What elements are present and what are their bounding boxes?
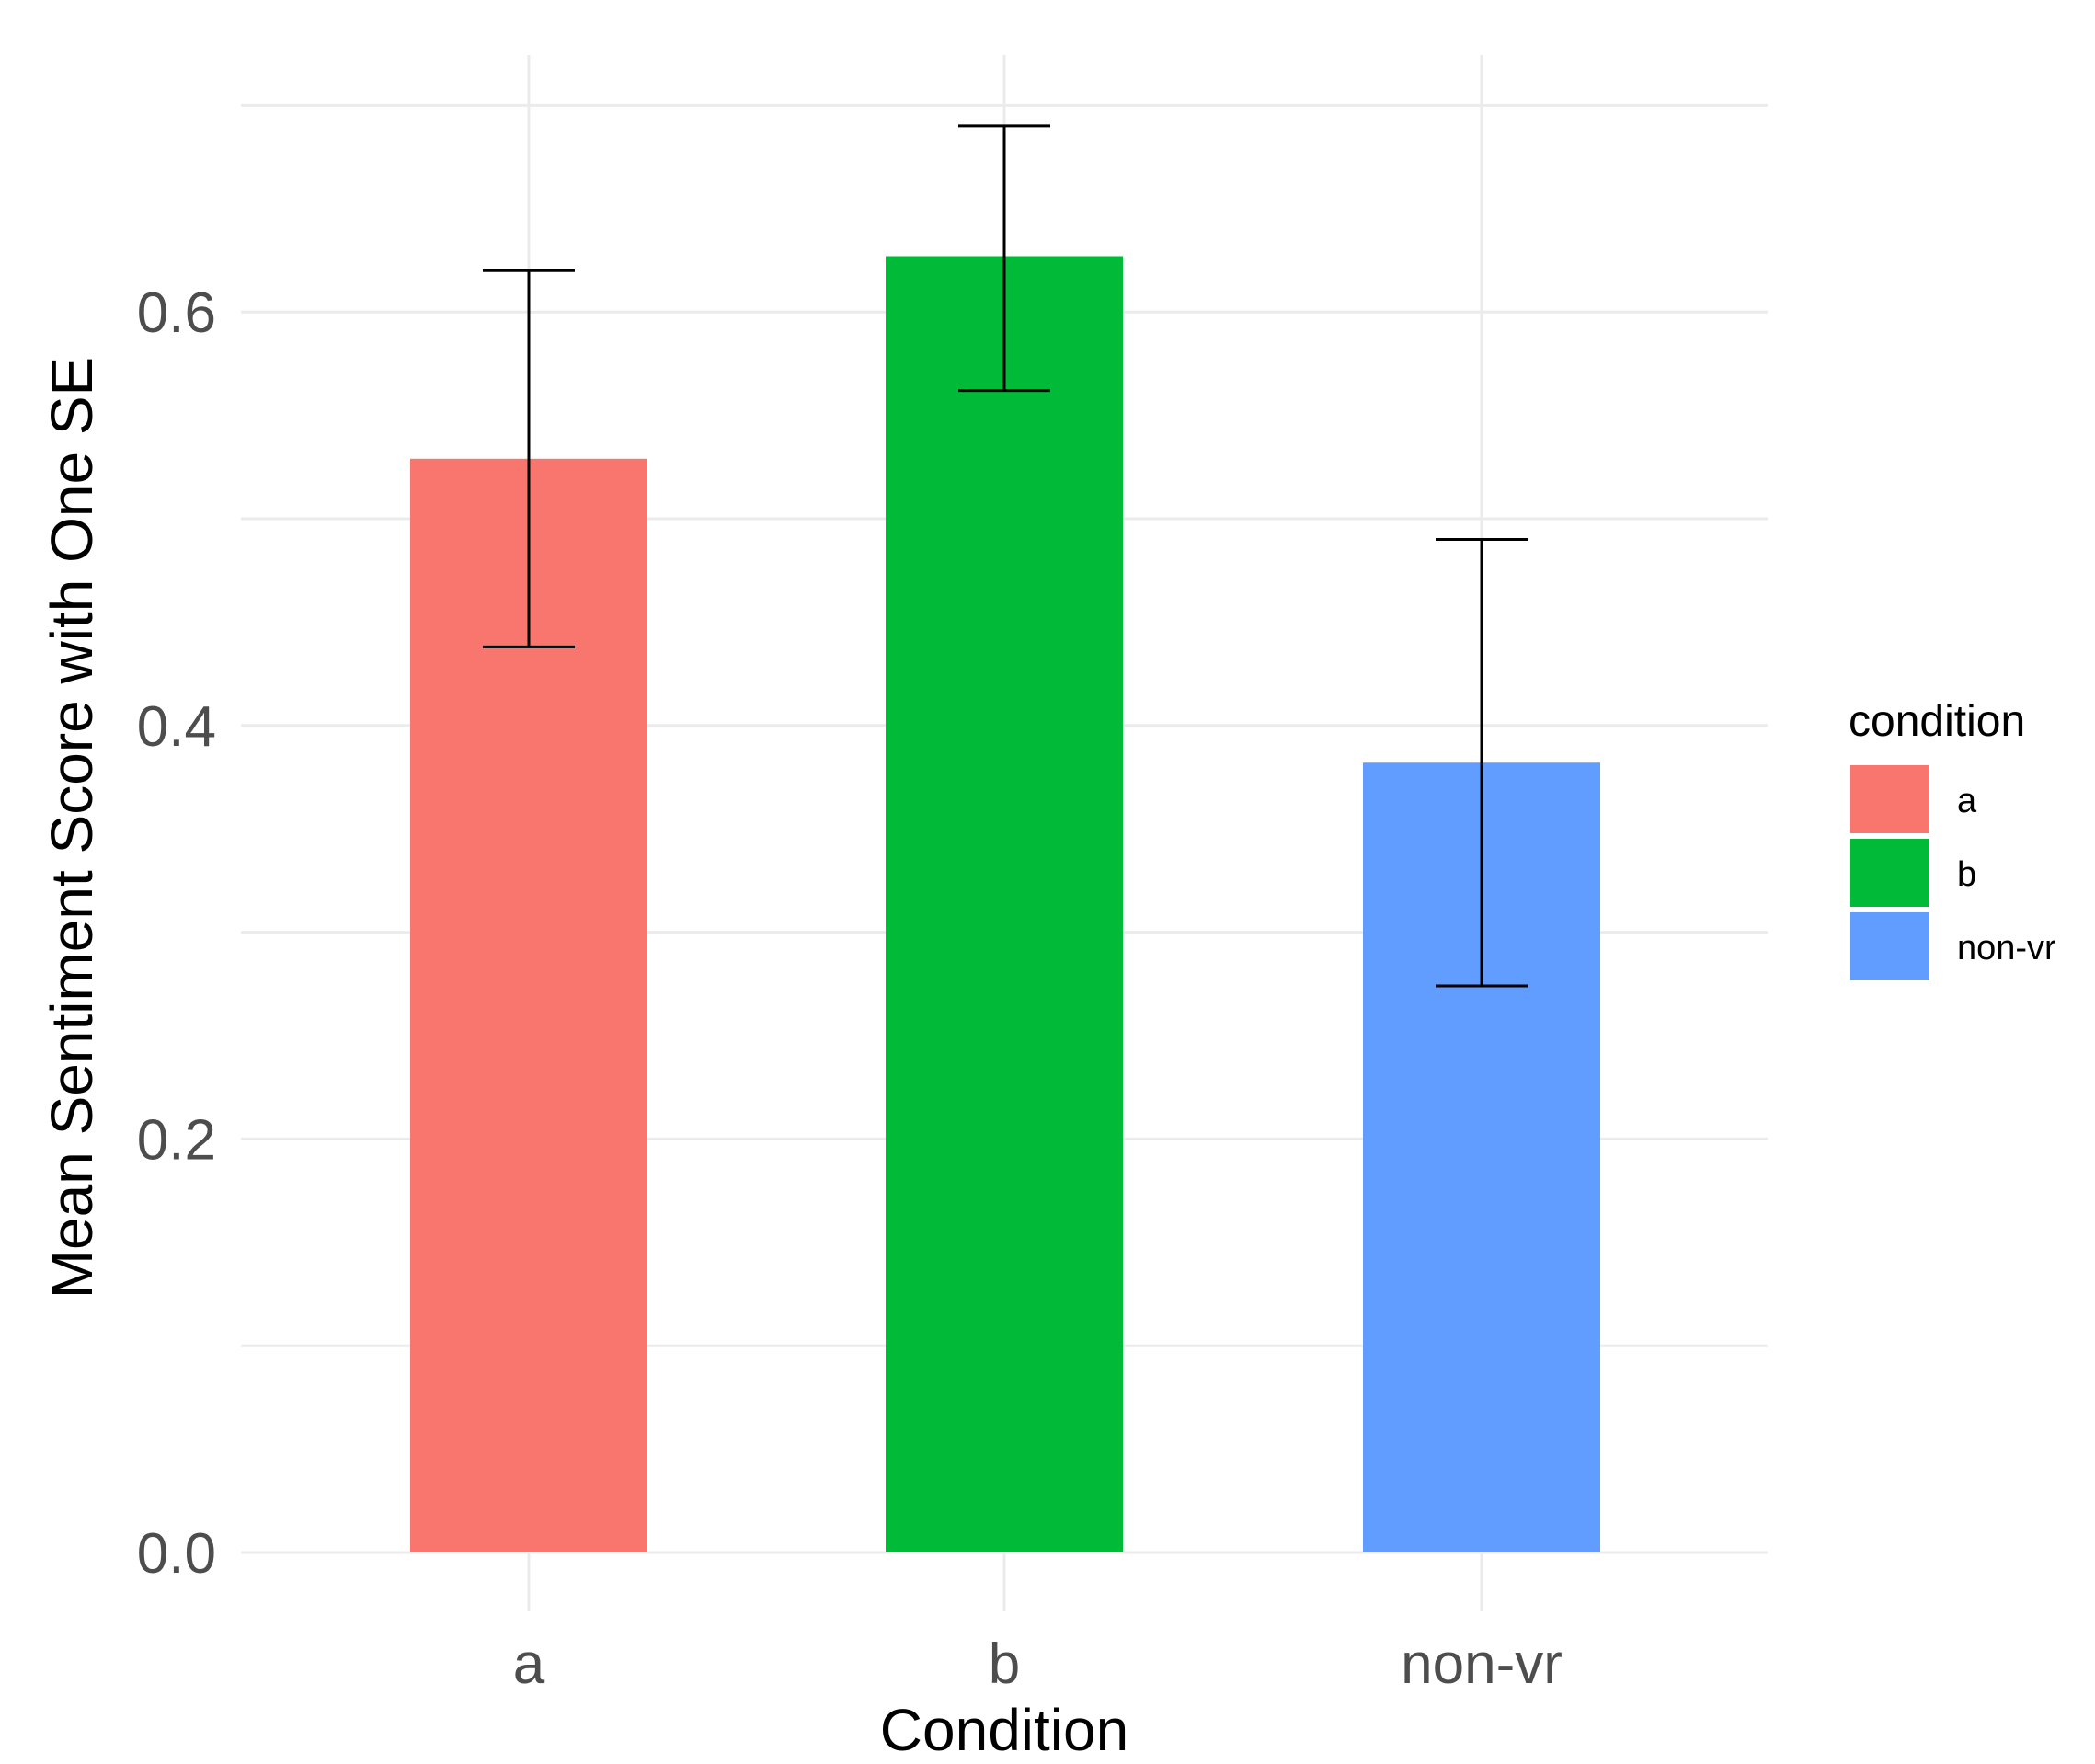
legend-swatch [1850, 765, 1929, 833]
y-tick-label: 0.4 [137, 695, 216, 759]
legend-label: a [1957, 782, 1977, 820]
bars [410, 256, 1600, 1553]
legend-item-b: b [1850, 839, 1976, 907]
legend-item-non-vr: non-vr [1850, 912, 2056, 980]
error-bar-b [958, 124, 1050, 393]
legend-label: b [1957, 855, 1976, 894]
legend-items: ab non-vr [1850, 765, 2056, 980]
legend-title: condition [1849, 697, 2025, 746]
legend-label: non-vr [1957, 929, 2056, 968]
x-axis-ticks: a b non-vr [513, 1632, 1563, 1696]
x-tick-label: a [513, 1632, 545, 1696]
error-bar-a [483, 269, 575, 648]
error-bar-non-vr [1436, 537, 1528, 988]
legend-swatch [1850, 839, 1929, 907]
x-axis-title: Condition [880, 1697, 1128, 1763]
y-axis-ticks: 0.0 0.2 0.4 0.6 [137, 281, 216, 1586]
y-tick-label: 0.0 [137, 1522, 216, 1586]
y-axis-title: Mean Sentiment Score with One SE [39, 357, 105, 1300]
y-tick-label: 0.2 [137, 1108, 216, 1172]
y-tick-label: 0.6 [137, 281, 216, 345]
legend-swatch [1850, 912, 1929, 980]
x-tick-label: b [989, 1632, 1020, 1696]
x-tick-label: non-vr [1401, 1632, 1563, 1696]
legend-item-a: a [1850, 765, 1977, 833]
error-bars [483, 124, 1528, 988]
bar-b [886, 256, 1123, 1552]
legend: condition ab non-vr [1849, 697, 2056, 980]
